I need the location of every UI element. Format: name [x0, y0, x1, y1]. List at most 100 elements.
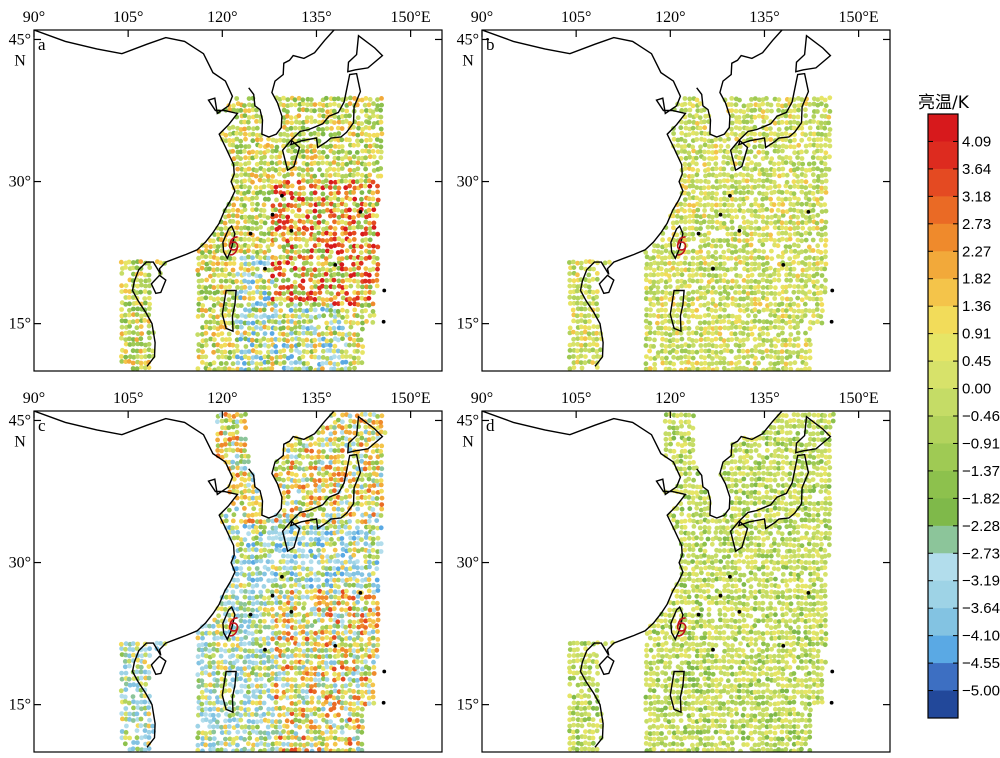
island: [696, 612, 701, 617]
typhoon-icon: [676, 236, 687, 256]
lat-north-label: N: [14, 52, 26, 69]
island: [737, 228, 742, 233]
lon-tick-label: 150°E: [839, 390, 879, 407]
lon-tick-label: 135°: [301, 390, 331, 407]
lon-tick-label: 120°: [655, 390, 685, 407]
lon-tick-label: 120°: [207, 390, 237, 407]
island: [806, 209, 811, 214]
colorbar-tick-label: 1.36: [962, 298, 991, 315]
lon-tick-label: 90°: [471, 9, 493, 26]
colorbar-tick-label: 2.27: [962, 243, 991, 260]
island: [718, 593, 723, 598]
colorbar-tick-label: −1.37: [962, 463, 1000, 480]
island: [381, 700, 386, 705]
lon-tick-label: 135°: [749, 9, 779, 26]
colorbar-segment: [928, 608, 958, 637]
island: [333, 644, 338, 648]
colorbar-tick-label: −4.55: [962, 655, 1000, 672]
lon-tick-label: 150°E: [391, 390, 431, 407]
lat-tick-label: 45°: [457, 412, 479, 429]
typhoon-icon: [676, 617, 687, 637]
colorbar-segment: [928, 443, 958, 472]
colorbar-segment: [928, 388, 958, 417]
colorbar-tick-label: −0.91: [962, 435, 1000, 452]
map-panel-c: c 90° 105° 120° 135° 150°E 45° 30° 15° N: [9, 390, 443, 753]
lat-tick-label: 45°: [9, 412, 31, 429]
colorbar-segment: [928, 251, 958, 280]
brightness-temp-dots: [118, 95, 385, 371]
lat-tick-label: 30°: [9, 555, 31, 572]
lat-tick-label: 15°: [457, 697, 479, 714]
panel-label: d: [486, 416, 495, 435]
lat-north-label: N: [462, 52, 474, 69]
brightness-temp-dots: [566, 95, 833, 371]
island: [333, 263, 338, 267]
lat-tick-label: 30°: [9, 174, 31, 191]
coastline: [34, 411, 387, 748]
colorbar-tick-label: 3.64: [962, 161, 991, 178]
lon-tick-label: 105°: [561, 390, 591, 407]
coastline: [482, 411, 835, 748]
lat-north-label: N: [14, 433, 26, 450]
colorbar-tick-label: 1.82: [962, 271, 991, 288]
colorbar-segment: [928, 553, 958, 582]
island: [289, 228, 294, 233]
island: [830, 669, 835, 674]
island: [263, 266, 267, 271]
colorbar-tick-label: 0.91: [962, 326, 991, 343]
island: [829, 700, 834, 705]
coastline: [34, 30, 387, 367]
lon-tick-label: 105°: [113, 390, 143, 407]
island: [280, 193, 284, 198]
colorbar-segment: [928, 361, 958, 390]
colorbar-segment: [928, 168, 958, 197]
island: [829, 319, 834, 324]
colorbar-segment: [928, 278, 958, 307]
map-panel-b: b 90° 105° 120° 135° 150°E 45° 30° 15° N: [457, 9, 891, 372]
island: [711, 647, 715, 652]
island: [382, 288, 387, 293]
colorbar-segment: [928, 223, 958, 252]
island: [728, 193, 732, 198]
island: [806, 590, 811, 595]
brightness-temp-dots: [118, 411, 388, 752]
lon-tick-label: 150°E: [839, 9, 879, 26]
island: [737, 609, 742, 614]
colorbar-segment: [928, 416, 958, 444]
island: [270, 593, 275, 598]
colorbar-segment: [928, 663, 958, 692]
map-panel-d: d 90° 105° 120° 135° 150°E 45° 30° 15° N: [457, 390, 891, 753]
typhoon-icon: [228, 236, 239, 256]
colorbar-segment: [928, 470, 958, 499]
typhoon-icon: [228, 617, 239, 637]
colorbar-tick-label: −3.64: [962, 600, 1000, 617]
colorbar-segment: [928, 114, 958, 142]
colorbar-tick-label: −0.46: [962, 408, 1000, 425]
island: [696, 231, 701, 236]
lat-tick-label: 45°: [457, 31, 479, 48]
colorbar-segment: [928, 498, 958, 527]
colorbar-title: 亮温/K: [918, 93, 969, 113]
island: [728, 574, 732, 579]
map-frame: [481, 29, 891, 372]
lat-tick-label: 15°: [457, 316, 479, 333]
lat-tick-label: 15°: [9, 316, 31, 333]
colorbar-segment: [928, 196, 958, 225]
colorbar-tick-label: 2.73: [962, 216, 991, 233]
colorbar: 4.09 3.64 3.18 2.73 2.27 1.82 1.36 0.91 0.45 0.00…: [927, 113, 1000, 719]
lat-north-label: N: [462, 433, 474, 450]
lon-tick-label: 90°: [23, 9, 45, 26]
colorbar-segment: [928, 141, 958, 170]
lon-tick-label: 135°: [749, 390, 779, 407]
island: [280, 574, 284, 579]
island: [270, 212, 275, 217]
colorbar-tick-label: −5.00: [962, 683, 1000, 700]
lon-tick-label: 105°: [113, 9, 143, 26]
island: [382, 669, 387, 674]
colorbar-segment: [928, 525, 958, 554]
lat-tick-label: 30°: [457, 555, 479, 572]
colorbar-tick-label: −3.19: [962, 573, 1000, 590]
island: [781, 644, 786, 648]
island: [781, 263, 786, 267]
colorbar-tick-label: 0.45: [962, 353, 991, 370]
